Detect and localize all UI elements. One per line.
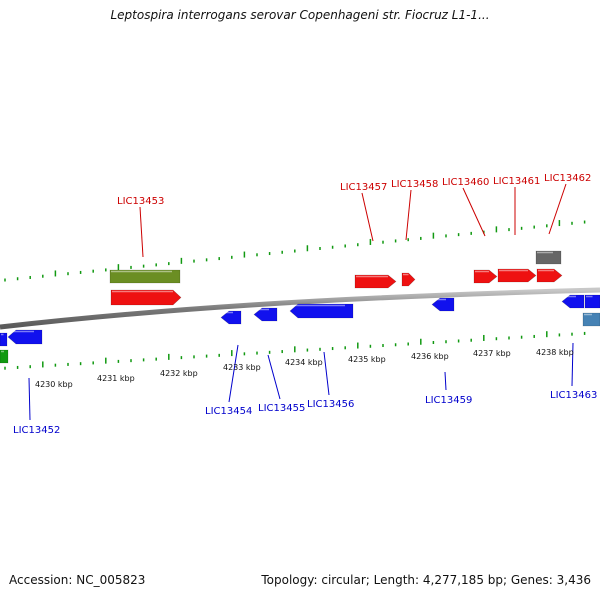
genome-title: Leptospira interrogans serovar Copenhage… — [110, 8, 490, 22]
gene-label-lic13452: LIC13452 — [13, 425, 60, 436]
forward-gene-arrow — [110, 289, 182, 306]
scale-label: 4238 kbp — [536, 348, 574, 357]
gene-label-lic13460: LIC13460 — [442, 177, 489, 188]
green-feature — [0, 349, 9, 364]
steel-feature — [582, 312, 600, 327]
scale-label: 4237 kbp — [473, 349, 511, 358]
gene-leader-line — [548, 183, 567, 235]
gene-leader-line — [267, 354, 281, 400]
genome-summary: Topology: circular; Length: 4,277,185 bp… — [261, 573, 591, 587]
reverse-gene-arrow — [561, 294, 585, 309]
reverse-gene-arrow — [220, 310, 242, 325]
scale-label: 4231 kbp — [97, 374, 135, 383]
forward-gene-arrow — [497, 268, 537, 283]
gene-label-lic13459: LIC13459 — [425, 395, 472, 406]
gene-label-lic13463: LIC13463 — [550, 390, 597, 401]
scale-label: 4233 kbp — [223, 363, 261, 372]
gene-leader-line — [571, 342, 574, 387]
forward-gene-arrow — [473, 269, 498, 284]
gene-label-lic13462: LIC13462 — [544, 173, 591, 184]
gene-label-lic13456: LIC13456 — [307, 399, 354, 410]
gene-label-lic13461: LIC13461 — [493, 176, 540, 187]
forward-gene-arrow — [536, 268, 563, 283]
forward-gene-arrow — [354, 274, 397, 289]
gene-leader-line — [462, 187, 486, 237]
scale-label: 4234 kbp — [285, 358, 323, 367]
gene-leader-line — [361, 192, 374, 242]
gene-label-lic13453: LIC13453 — [117, 196, 164, 207]
reverse-gene-arrow — [289, 303, 354, 319]
scale-label: 4236 kbp — [411, 352, 449, 361]
gene-leader-line — [228, 344, 239, 403]
gene-leader-line — [444, 371, 447, 391]
gene-label-lic13457: LIC13457 — [340, 182, 387, 193]
genome-backbone — [0, 287, 600, 330]
gene-label-lic13454: LIC13454 — [205, 406, 252, 417]
reverse-gene-arrow — [253, 307, 278, 322]
reverse-gene-arrow — [584, 294, 600, 309]
olive-feature — [109, 269, 181, 284]
scale-label: 4232 kbp — [160, 369, 198, 378]
gray-feature — [535, 250, 562, 265]
gene-leader-line — [139, 206, 144, 258]
gene-leader-line — [323, 351, 330, 396]
gene-label-lic13458: LIC13458 — [391, 179, 438, 190]
scale-label: 4235 kbp — [348, 355, 386, 364]
forward-gene-arrow — [401, 272, 416, 287]
reverse-gene-arrow — [431, 297, 455, 312]
accession-label: Accession: NC_005823 — [9, 573, 146, 587]
reverse-gene-arrow — [7, 329, 43, 345]
reverse-gene-arrow — [0, 332, 8, 347]
gene-leader-line — [28, 377, 31, 421]
gene-leader-line — [405, 189, 412, 241]
scale-label: 4230 kbp — [35, 380, 73, 389]
gene-label-lic13455: LIC13455 — [258, 403, 305, 414]
